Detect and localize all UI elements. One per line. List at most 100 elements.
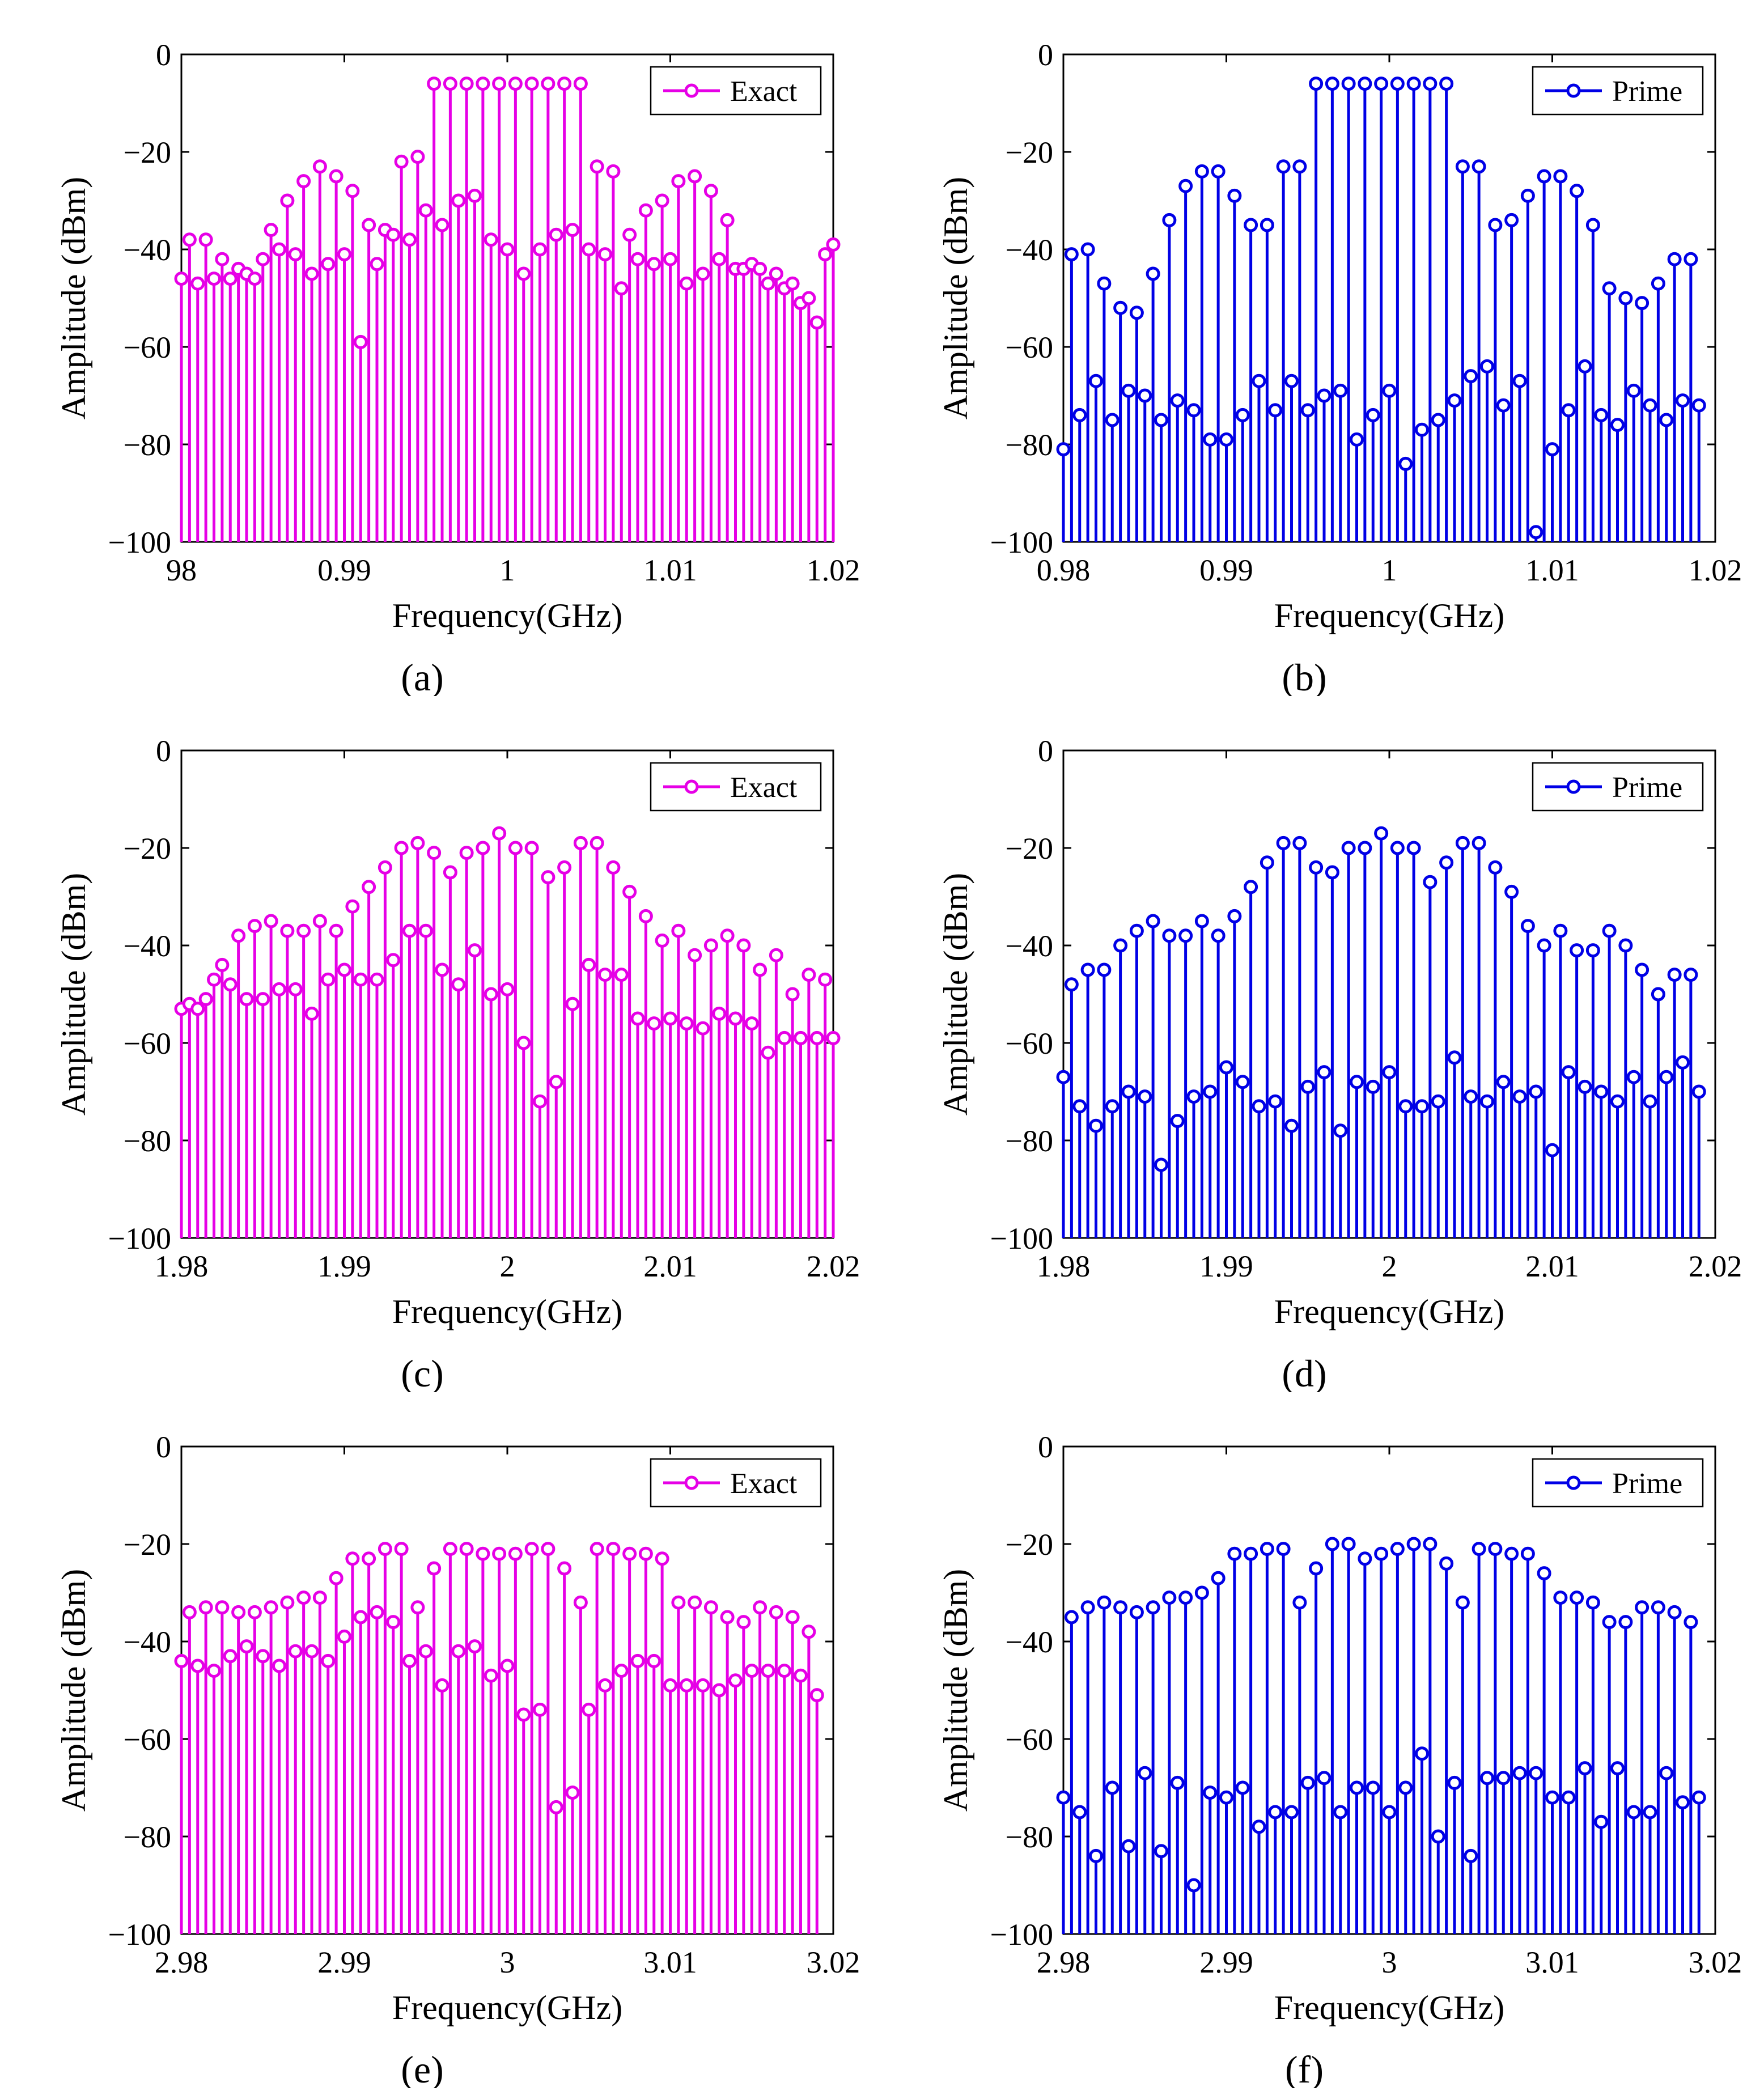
- stem-marker: [1594, 1084, 1609, 1099]
- x-tick-label: 2.02: [807, 1249, 860, 1283]
- stem-marker: [1691, 1790, 1706, 1805]
- stem-marker: [1659, 1070, 1674, 1084]
- stem-marker: [785, 987, 800, 1002]
- stem-marker: [744, 1664, 759, 1678]
- stem-marker: [1268, 403, 1283, 418]
- stem-marker: [362, 1551, 376, 1566]
- stem-marker: [468, 1639, 482, 1654]
- stem-marker: [386, 1615, 401, 1630]
- y-tick-label: −100: [990, 525, 1053, 559]
- stem-marker: [394, 1542, 409, 1556]
- stem-marker: [1626, 383, 1641, 398]
- stem-marker: [468, 943, 482, 958]
- stem-marker: [256, 992, 270, 1007]
- stem-marker: [712, 252, 727, 266]
- stem-marker: [1676, 393, 1690, 408]
- legend-marker: [684, 83, 699, 98]
- stem-marker: [614, 1664, 629, 1678]
- stem-marker: [1186, 1878, 1201, 1893]
- stem-marker: [329, 169, 344, 184]
- y-tick-label: 0: [156, 1430, 171, 1464]
- stem-marker: [427, 1561, 442, 1576]
- stem-marker: [1431, 413, 1445, 427]
- stem-marker: [1382, 383, 1397, 398]
- stem-marker: [1643, 398, 1657, 413]
- stem-marker: [818, 972, 833, 987]
- stem-marker: [370, 972, 384, 987]
- x-tick-label: 1.01: [643, 553, 697, 587]
- stem-marker: [1121, 1084, 1136, 1099]
- stem-marker: [533, 1094, 547, 1109]
- stem-marker: [1325, 1537, 1339, 1551]
- stem-marker: [1129, 1605, 1144, 1619]
- stem-marker: [1064, 977, 1079, 992]
- legend-label: Prime: [1612, 1467, 1682, 1500]
- stem-marker: [1056, 1070, 1071, 1084]
- stem-marker: [402, 1653, 417, 1668]
- stem-marker: [1684, 1615, 1698, 1630]
- stem-marker: [492, 1546, 507, 1561]
- stem-marker: [321, 257, 336, 272]
- stem-marker: [1651, 987, 1665, 1002]
- y-axis-label: Amplitude (dBm): [937, 873, 974, 1116]
- stem-marker: [1529, 1766, 1544, 1780]
- stem-marker: [1512, 1089, 1527, 1104]
- stem-marker: [1276, 1542, 1291, 1556]
- stem-marker: [1292, 1595, 1307, 1610]
- stem-marker: [386, 953, 401, 968]
- stem-marker: [1350, 432, 1364, 447]
- x-tick-label: 3.01: [1525, 1945, 1579, 1979]
- stem-marker: [1333, 383, 1348, 398]
- x-axis-label: Frequency(GHz): [392, 1989, 623, 2026]
- stem-marker: [679, 1678, 694, 1693]
- x-tick-label: 2.01: [1525, 1249, 1579, 1283]
- stem-marker: [769, 266, 783, 281]
- x-tick-label: 2.99: [317, 1945, 371, 1979]
- stem-marker: [1089, 374, 1103, 388]
- stem-marker: [484, 1668, 498, 1683]
- stem-marker: [1578, 1761, 1592, 1776]
- stem-marker: [1651, 276, 1665, 291]
- x-tick-label: 2: [1382, 1249, 1397, 1283]
- stem-marker: [549, 227, 563, 242]
- stem-marker: [1203, 1785, 1218, 1800]
- stem-marker: [1105, 1780, 1120, 1795]
- stem-marker: [1406, 1537, 1421, 1551]
- stem-marker: [247, 919, 262, 934]
- stem-marker: [1341, 841, 1356, 855]
- stem-marker: [459, 1542, 474, 1556]
- stem-marker: [1309, 860, 1324, 875]
- stem-marker: [557, 77, 572, 91]
- stem-marker: [679, 276, 694, 291]
- stem-marker: [785, 276, 800, 291]
- stem-marker: [533, 1702, 547, 1717]
- stem-marker: [215, 957, 230, 972]
- stem-marker: [1146, 914, 1160, 928]
- stem-marker: [744, 1016, 759, 1031]
- stem-marker: [198, 1600, 213, 1615]
- stem-marker: [1211, 164, 1226, 179]
- legend-marker: [1566, 779, 1581, 794]
- stem-marker: [1643, 1805, 1657, 1819]
- legend-label: Exact: [730, 75, 798, 108]
- stem-marker: [1080, 1600, 1095, 1615]
- x-tick-label: 3: [1382, 1945, 1397, 1979]
- stem-marker: [418, 203, 433, 218]
- stem-marker: [1578, 1079, 1592, 1094]
- stem-marker: [598, 968, 612, 982]
- stem-marker: [1447, 1050, 1462, 1065]
- stem-marker: [1529, 1084, 1544, 1099]
- x-tick-label: 0.99: [317, 553, 371, 587]
- stem-marker: [794, 1668, 808, 1683]
- stem-marker: [671, 923, 686, 938]
- stem-marker: [321, 972, 336, 987]
- stem-marker: [622, 227, 637, 242]
- stem-marker: [720, 213, 735, 227]
- stem-marker: [198, 992, 213, 1007]
- stem-marker: [630, 252, 645, 266]
- panel-caption: (c): [401, 1352, 443, 1392]
- stem-marker: [785, 1610, 800, 1625]
- stem-marker: [1154, 1844, 1168, 1859]
